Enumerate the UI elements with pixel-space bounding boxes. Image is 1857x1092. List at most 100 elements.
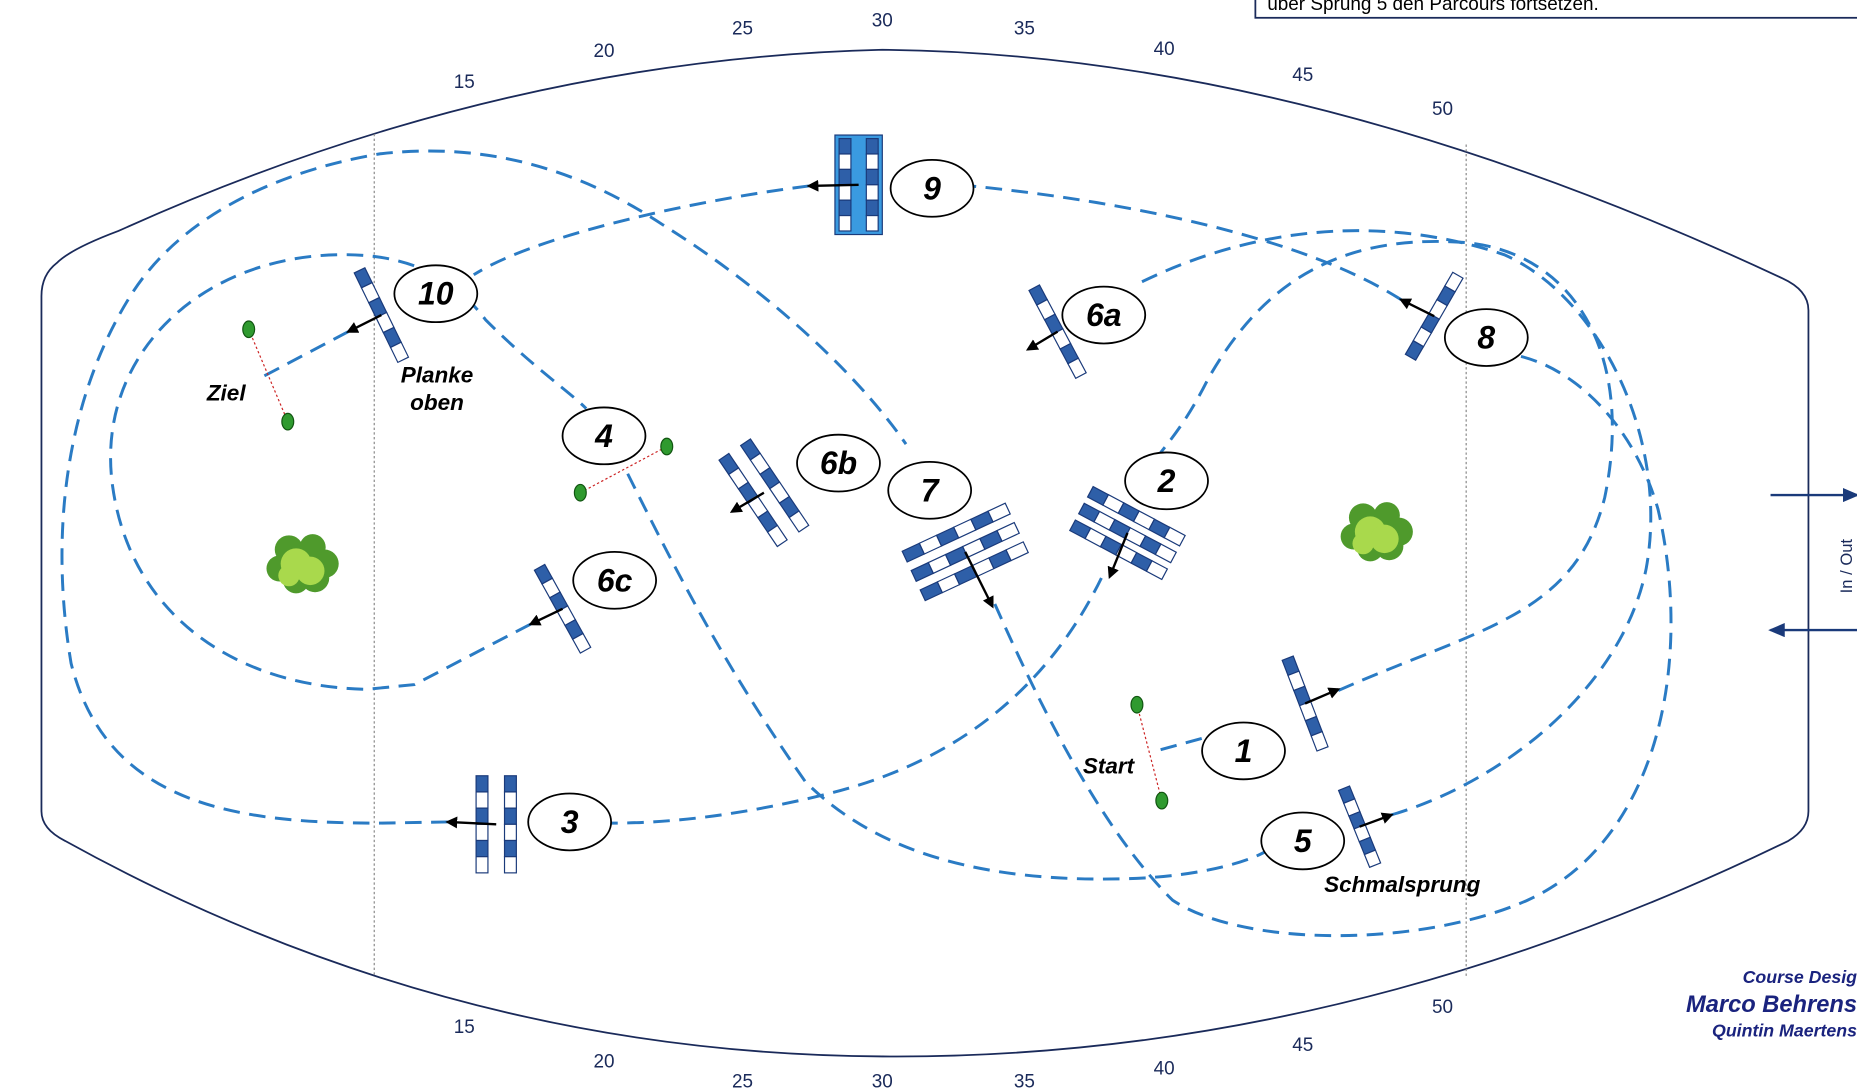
ruler-label: 40 [1154,39,1175,60]
pole-segment [1310,730,1329,752]
flag [573,483,587,502]
jump-number-oval [1124,451,1209,511]
pole-segment [503,839,517,858]
pole [533,563,592,654]
pole-segment [503,856,517,874]
pole-segment [475,823,489,842]
pole [475,775,489,874]
pole-segment [389,341,410,364]
jump-number-text: 8 [1477,320,1495,356]
jump-number: 9 [889,159,975,218]
note-text: über Sprung 5 den Parcours fortsetzen. [1267,0,1599,15]
pole [1086,485,1186,547]
pole-segment [838,138,852,155]
jump-number-text: 6c [597,562,633,598]
pole-segment [503,823,517,842]
jump [1025,284,1087,380]
pole-segment [475,856,489,874]
jump [445,775,517,874]
pole-segment [788,510,810,533]
jump-number: 10 [393,264,479,324]
course-line [60,149,1673,938]
credit: Quintin Maertens [1712,1020,1857,1040]
pole-segment [475,807,489,825]
pole-segment [766,524,788,548]
jump-arrow [346,314,382,333]
ground-line [242,320,295,431]
pole-segment [865,138,879,155]
flag [1155,791,1169,810]
tree [266,534,339,594]
ruler-label: 45 [1292,65,1313,86]
ruler-label: 30 [872,10,893,31]
pole-segment [1444,271,1464,293]
credit: Marco Behrens [1686,992,1857,1018]
jump-number-text: 6b [820,445,857,481]
pole-segment [503,775,517,793]
ruler-label: 45 [1292,1035,1313,1056]
pole [1077,502,1178,564]
pole-segment [865,199,879,217]
tree-part [1370,524,1399,554]
jump-number-text: 10 [418,276,454,312]
jump [1068,485,1186,581]
tree-part [1352,532,1374,555]
jump-number-text: 6a [1086,297,1122,333]
pole-segment [987,502,1012,523]
pole-segment [865,153,879,170]
jump-number: 1 [1201,721,1286,781]
gate-label: In / Out [1837,539,1856,594]
pole-segment [503,807,517,825]
pole-segment [503,791,517,809]
ruler-label: 50 [1432,99,1453,120]
pole-segment [865,184,879,201]
ground-line-stroke [1136,704,1163,801]
jump-number-oval [796,433,881,493]
pole [503,775,517,874]
ruler-label: 30 [872,1071,893,1092]
pole-segment [838,153,852,170]
pole [1028,284,1087,380]
finish-label: Ziel [206,380,247,405]
pole-segment [1363,849,1382,869]
jump-number: 8 [1443,308,1529,367]
jump-number: 2 [1124,451,1209,511]
jump-number-text: 4 [594,418,613,454]
jump [1398,271,1464,362]
jump-number: 7 [887,461,973,520]
jump-number-oval [1443,308,1529,367]
ruler-label: 35 [1014,1071,1035,1092]
ruler-label: 25 [732,19,753,40]
jump-arrow [964,551,994,609]
pole [865,138,879,232]
ruler-label: 50 [1432,997,1453,1018]
pole-segment [1067,357,1087,380]
tree [1340,502,1413,562]
ground-line [1130,695,1169,810]
plank-label: oben [410,390,464,415]
jump [901,502,1030,609]
jump-number-text: 5 [1294,823,1313,859]
pole [919,541,1030,602]
jump-number: 4 [561,406,647,466]
note-box [1254,0,1857,19]
jump-number-oval [527,792,612,852]
jump [528,563,592,654]
ruler-label: 20 [593,41,614,62]
tree-part [278,564,300,587]
pole-segment [475,839,489,858]
jump [346,266,410,364]
flag [1130,695,1144,714]
ruler-label: 35 [1014,19,1035,40]
jump-number: 5 [1260,811,1346,871]
jump-arrow [1398,298,1435,318]
jump-number-oval [889,159,975,218]
pole-segment [865,214,879,232]
pole-segment [475,775,489,793]
ruler-label: 15 [454,1017,475,1038]
jump-number-text: 1 [1235,733,1253,769]
jump [1337,785,1394,869]
jump-number: 6c [572,551,657,610]
ruler-label: 15 [454,72,475,93]
